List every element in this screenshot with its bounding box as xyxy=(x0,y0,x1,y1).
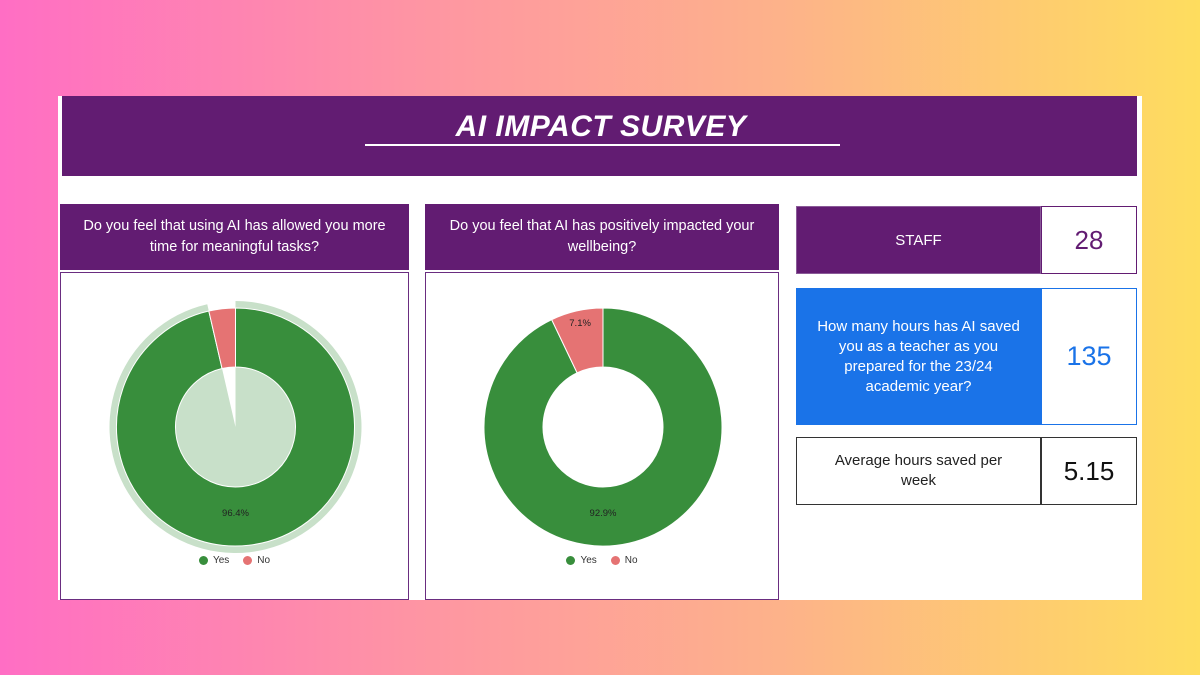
hours-saved-value: 135 xyxy=(1041,288,1137,425)
donut-chart-1-svg: 96.4% xyxy=(109,301,362,553)
legend-item-no[interactable]: No xyxy=(610,555,638,566)
title-underline xyxy=(365,144,840,146)
data-label-no: 7.1% xyxy=(569,318,591,329)
legend-no-swatch xyxy=(243,556,253,565)
page-title: AI IMPACT SURVEY xyxy=(455,110,747,143)
avg-hours-value: 5.15 xyxy=(1041,437,1137,505)
legend-yes-label: Yes xyxy=(212,555,230,566)
title-banner: AI IMPACT SURVEY xyxy=(62,96,1137,176)
legend-no-swatch xyxy=(610,556,620,565)
slice-no[interactable] xyxy=(208,307,236,370)
data-label-yes: 96.4% xyxy=(222,508,249,519)
donut-chart-2: 92.9% 7.1% Yes No xyxy=(425,272,779,600)
donut-chart-1: 96.4% Yes No xyxy=(60,272,409,600)
legend-yes-label: Yes xyxy=(580,555,597,566)
legend-item-yes[interactable]: Yes xyxy=(198,555,230,566)
avg-hours-label: Average hours saved per week xyxy=(796,437,1041,505)
legend-item-yes[interactable]: Yes xyxy=(566,555,597,566)
donut-chart-2-svg: 92.9% 7.1% xyxy=(483,307,723,547)
dashboard-panel: AI IMPACT SURVEY Do you feel that using … xyxy=(58,96,1142,600)
legend-yes-swatch xyxy=(198,556,208,565)
question-2-header: Do you feel that AI has positively impac… xyxy=(425,204,779,270)
slice-no[interactable] xyxy=(550,307,604,374)
slice-yes[interactable] xyxy=(483,307,723,547)
staff-value: 28 xyxy=(1041,206,1137,274)
legend-no-label: No xyxy=(257,555,271,566)
slice-yes[interactable] xyxy=(116,307,355,547)
staff-label: STAFF xyxy=(796,206,1041,274)
data-label-yes: 92.9% xyxy=(590,508,617,519)
legend-yes-swatch xyxy=(566,556,576,565)
hours-saved-label: How many hours has AI saved you as a tea… xyxy=(796,288,1041,425)
legend-no-label: No xyxy=(624,555,638,566)
chart-1-legend: Yes No xyxy=(61,555,408,566)
question-1-header: Do you feel that using AI has allowed yo… xyxy=(60,204,409,270)
legend-item-no[interactable]: No xyxy=(243,555,270,566)
chart-2-legend: Yes No xyxy=(426,555,778,566)
